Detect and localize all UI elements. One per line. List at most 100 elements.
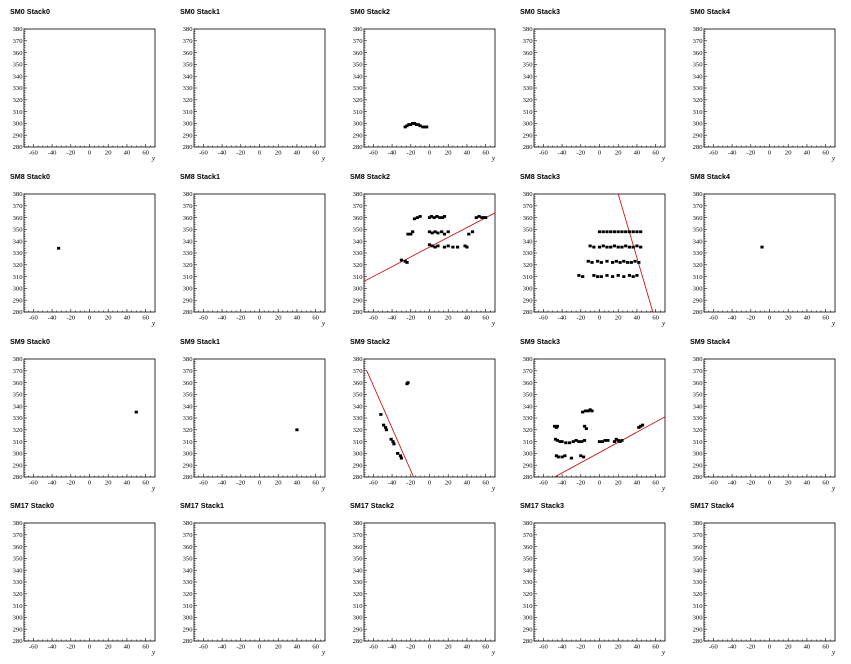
x-tick-label: -40 (558, 150, 567, 157)
y-tick-label: 310 (693, 439, 704, 446)
data-point (425, 125, 429, 129)
x-tick-label: 60 (822, 644, 829, 651)
x-tick-label: 20 (785, 315, 792, 322)
data-point (134, 410, 138, 414)
x-tick-label: -20 (576, 315, 585, 322)
y-tick-label: 300 (183, 451, 194, 458)
data-point (616, 245, 620, 249)
y-tick-label: 320 (183, 262, 194, 269)
x-tick-label: 0 (598, 480, 602, 487)
x-tick-label: 40 (634, 315, 641, 322)
y-tick-label: 290 (13, 462, 24, 469)
data-point (627, 274, 632, 277)
y-tick-label: 320 (523, 97, 534, 104)
x-tick-label: 20 (105, 150, 112, 157)
histogram-panel: SM0 Stack3 280 290 300 310 320 330 340 350 360 370… (520, 6, 690, 170)
x-tick-label: 20 (615, 315, 622, 322)
histogram-panel: SM0 Stack2 280 290 300 310 320 330 340 350 360 370… (350, 6, 520, 170)
x-tick-label: 60 (312, 150, 319, 157)
x-tick-label: 60 (652, 315, 659, 322)
data-point (599, 261, 603, 264)
histogram-panel: SM17 Stack2 280 290 300 310 320 330 340 350 360 37… (350, 500, 520, 664)
y-tick-label: 300 (353, 615, 364, 622)
histogram-panel: SM9 Stack2 280 290 300 310 320 330 340 350 360 370… (350, 336, 520, 500)
y-tick-label: 320 (693, 97, 704, 104)
panel-svg: SM17 Stack1 280 290 300 310 320 330 340 350 360 37… (180, 501, 326, 657)
y-tick-label: 320 (13, 262, 24, 269)
data-point (427, 230, 432, 234)
data-point (438, 216, 442, 219)
data-point (411, 122, 415, 125)
panel-title: SM17 Stack0 (10, 501, 54, 510)
panel-svg: SM17 Stack4 280 290 300 310 320 330 340 350 360 37… (690, 501, 836, 657)
y-tick-label: 280 (183, 474, 194, 481)
data-point (606, 439, 610, 442)
y-tick-label: 330 (523, 85, 534, 92)
x-tick-label: -60 (709, 644, 718, 651)
y-tick-label: 360 (523, 544, 534, 551)
x-tick-label: -40 (218, 480, 227, 487)
panel-svg: SM17 Stack3 280 290 300 310 320 330 340 350 360 37… (520, 501, 666, 657)
y-tick-label: 360 (353, 215, 364, 222)
y-tick-label: 290 (353, 626, 364, 633)
data-point (409, 232, 413, 236)
data-point (57, 246, 61, 250)
data-point (427, 216, 432, 219)
y-tick-label: 380 (523, 191, 534, 198)
data-point (560, 455, 564, 459)
data-point (627, 245, 632, 249)
y-tick-label: 320 (13, 97, 24, 104)
x-tick-label: 20 (785, 644, 792, 651)
y-tick-label: 360 (13, 50, 24, 57)
y-tick-label: 280 (523, 474, 534, 481)
data-point (455, 245, 460, 249)
data-point (379, 413, 383, 416)
panel-svg: SM0 Stack2 280 290 300 310 320 330 340 350 360 370… (350, 7, 496, 163)
x-tick-label: 60 (652, 644, 659, 651)
data-point (433, 245, 437, 249)
data-point (556, 455, 560, 459)
y-tick-label: 310 (523, 274, 534, 281)
y-tick-label: 320 (353, 591, 364, 598)
data-point (482, 216, 486, 219)
data-point (430, 231, 434, 235)
x-tick-label: -60 (29, 150, 38, 157)
data-point (616, 274, 620, 277)
x-tick-label: -60 (199, 644, 208, 651)
data-point (635, 274, 639, 277)
histogram-panel: SM8 Stack4 280 290 300 310 320 330 340 350 360 370… (690, 171, 851, 335)
data-point (384, 428, 389, 432)
y-tick-label: 290 (693, 626, 704, 633)
data-point (631, 275, 635, 278)
y-tick-label: 350 (523, 392, 534, 399)
y-tick-label: 380 (523, 26, 534, 33)
panel-title: SM0 Stack1 (180, 7, 220, 16)
y-tick-label: 320 (523, 591, 534, 598)
y-tick-label: 380 (693, 26, 704, 33)
y-tick-label: 290 (13, 626, 24, 633)
y-tick-label: 280 (13, 144, 24, 151)
data-point (577, 440, 581, 443)
x-tick-label: 20 (445, 315, 452, 322)
y-tick-label: 330 (693, 250, 704, 257)
data-point (470, 230, 475, 234)
data-point (558, 440, 562, 443)
plot-frame (363, 193, 496, 313)
x-tick-label: 60 (482, 480, 489, 487)
data-point (620, 439, 624, 442)
y-tick-label: 350 (523, 62, 534, 69)
histogram-panel: SM8 Stack0 280 290 300 310 320 330 340 350 360 370… (10, 171, 180, 335)
x-tick-label: 0 (428, 644, 432, 651)
data-point (429, 215, 433, 218)
data-point (584, 427, 588, 431)
x-axis-title: y (491, 156, 496, 163)
x-tick-label: 20 (785, 150, 792, 157)
data-point (597, 245, 602, 249)
data-point (418, 215, 422, 218)
x-axis-title: y (831, 156, 836, 163)
x-tick-label: 20 (105, 644, 112, 651)
y-tick-label: 370 (523, 203, 534, 210)
data-point (624, 244, 628, 248)
data-point (560, 440, 564, 443)
y-tick-label: 280 (353, 474, 364, 481)
